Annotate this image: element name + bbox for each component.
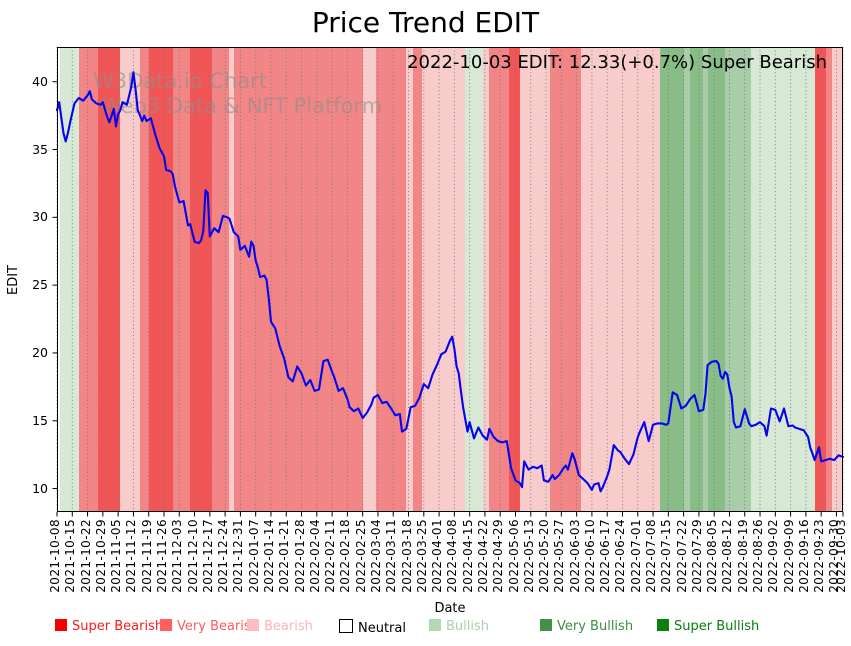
legend-swatch-super_bearish <box>55 619 67 631</box>
y-tick-label: 15 <box>32 412 48 428</box>
band-bearish <box>362 47 376 512</box>
legend-label: Bearish <box>264 619 313 634</box>
band-bullish <box>465 47 483 512</box>
band-super_bearish <box>508 47 520 512</box>
legend-item-very_bearish: Very Bearish <box>160 619 259 634</box>
legend-item-super_bearish: Super Bearish <box>55 619 163 634</box>
band-very_bearish <box>825 47 833 512</box>
band-bearish <box>421 47 466 512</box>
band-very_bearish <box>489 47 509 512</box>
band-bearish <box>482 47 490 512</box>
legend: Super Bearish Very Bearish Bearish Neutral B… <box>0 619 851 643</box>
legend-item-very_bullish: Very Bullish <box>540 619 633 634</box>
band-neutral <box>57 47 61 512</box>
legend-item-bullish: Bullish <box>429 619 489 634</box>
chart-annotation: 2022-10-03 EDIT: 12.33(+0.7%) Super Bear… <box>407 52 827 73</box>
legend-label: Very Bearish <box>177 619 259 634</box>
band-very_bearish <box>233 47 363 512</box>
band-very_bearish <box>172 47 191 512</box>
legend-swatch-very_bearish <box>160 619 172 631</box>
band-very_bullish <box>683 47 691 512</box>
band-very_bearish <box>375 47 407 512</box>
legend-swatch-bullish <box>429 619 441 631</box>
band-bearish <box>832 47 843 512</box>
y-tick-label: 20 <box>32 344 48 360</box>
legend-label: Bullish <box>446 619 490 634</box>
y-tick-label: 35 <box>32 141 48 157</box>
band-very_bearish <box>412 47 422 512</box>
legend-swatch-super_bullish <box>657 619 669 631</box>
legend-item-neutral: Neutral <box>339 619 406 636</box>
band-very_bullish <box>703 47 708 512</box>
band-very_bearish <box>78 47 99 512</box>
y-tick-label: 30 <box>32 209 48 225</box>
band-very_bullish <box>725 47 752 512</box>
band-super_bullish <box>659 47 684 512</box>
y-tick-label: 25 <box>32 277 48 293</box>
band-super_bullish <box>707 47 726 512</box>
axis-tick-marks <box>52 81 844 517</box>
legend-swatch-neutral <box>339 619 353 633</box>
legend-swatch-bearish <box>247 619 259 631</box>
price-line <box>55 71 845 493</box>
legend-label: Super Bullish <box>674 619 760 634</box>
band-super_bearish <box>814 47 826 512</box>
watermark-line2: Web3 Data & NFT Platform <box>101 94 383 118</box>
watermark-line1: W3Data.io Chart <box>93 69 268 93</box>
band-bearish <box>406 47 413 512</box>
y-tick-label: 40 <box>32 73 48 89</box>
legend-label: Super Bearish <box>72 619 164 634</box>
legend-label: Very Bullish <box>557 619 634 634</box>
band-very_bearish <box>139 47 149 512</box>
legend-label: Neutral <box>358 621 406 636</box>
legend-swatch-very_bullish <box>540 619 552 631</box>
band-bullish <box>751 47 815 512</box>
legend-item-bearish: Bearish <box>247 619 313 634</box>
band-bearish <box>229 47 234 512</box>
chart-title: Price Trend EDIT <box>311 6 540 39</box>
band-bearish <box>120 47 140 512</box>
x-axis-label: Date <box>434 601 466 616</box>
band-very_bearish <box>212 47 230 512</box>
band-super_bearish <box>98 47 121 512</box>
legend-item-super_bullish: Super Bullish <box>657 619 759 634</box>
band-very_bearish <box>550 47 581 512</box>
y-tick-label: 10 <box>32 480 48 496</box>
band-super_bearish <box>190 47 212 512</box>
gridlines <box>56 47 844 512</box>
band-bullish <box>60 47 79 512</box>
band-bearish <box>519 47 551 512</box>
